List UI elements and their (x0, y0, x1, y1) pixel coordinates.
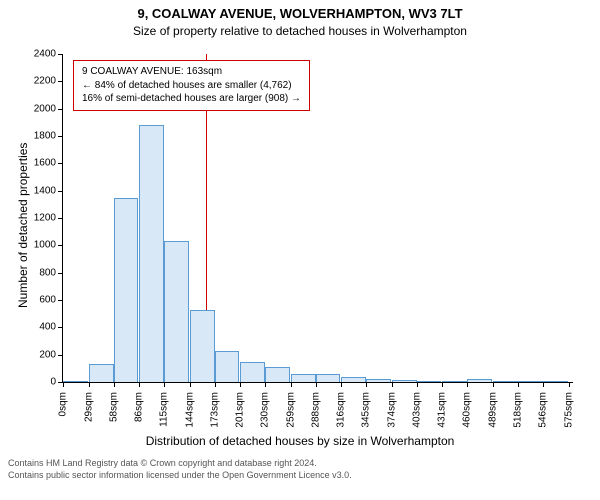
y-tick-label: 1200 (34, 213, 63, 224)
x-tick (190, 382, 191, 387)
y-axis-label: Number of detached properties (16, 143, 30, 308)
histogram-bar (543, 381, 568, 382)
x-tick (366, 382, 367, 387)
x-tick-label: 0sqm (58, 388, 69, 416)
x-tick-label: 144sqm (184, 388, 195, 428)
footer: Contains HM Land Registry data © Crown c… (0, 458, 600, 481)
annotation-line-1: 9 COALWAY AVENUE: 163sqm (82, 65, 301, 79)
y-tick-label: 400 (39, 322, 63, 333)
histogram-bar (392, 380, 417, 382)
x-tick (392, 382, 393, 387)
x-tick (569, 382, 570, 387)
x-tick-label: 115sqm (159, 388, 170, 427)
histogram-bar (366, 379, 391, 382)
x-tick-label: 288sqm (311, 388, 322, 428)
x-tick (493, 382, 494, 387)
x-tick (63, 382, 64, 387)
footer-line-2: Contains public sector information licen… (8, 470, 600, 482)
histogram-bar (63, 381, 88, 382)
x-tick (114, 382, 115, 387)
plot-area: 9 COALWAY AVENUE: 163sqm ← 84% of detach… (62, 54, 573, 383)
x-axis-label: Distribution of detached houses by size … (0, 434, 600, 448)
x-tick-label: 345sqm (361, 388, 372, 428)
x-tick (139, 382, 140, 387)
x-tick (518, 382, 519, 387)
x-tick-label: 546sqm (538, 388, 549, 428)
y-tick-label: 1400 (34, 185, 63, 196)
x-tick-label: 201sqm (234, 388, 245, 428)
histogram-bar (467, 379, 492, 382)
x-tick-label: 374sqm (386, 388, 397, 428)
y-tick-label: 1000 (34, 240, 63, 251)
histogram-bar (265, 367, 290, 382)
x-tick-label: 431sqm (436, 388, 447, 428)
histogram-bar (518, 381, 542, 382)
histogram-bar (89, 364, 114, 382)
histogram-bar (215, 351, 239, 382)
x-tick (442, 382, 443, 387)
x-tick (291, 382, 292, 387)
histogram-bar (114, 198, 138, 383)
x-tick-label: 403sqm (412, 388, 423, 428)
x-tick (341, 382, 342, 387)
y-tick-label: 2400 (34, 49, 63, 60)
x-tick-label: 86sqm (133, 388, 144, 422)
chart-page: 9, COALWAY AVENUE, WOLVERHAMPTON, WV3 7L… (0, 0, 600, 500)
x-tick (164, 382, 165, 387)
x-tick (215, 382, 216, 387)
x-tick-label: 173sqm (210, 388, 221, 428)
x-tick-label: 489sqm (487, 388, 498, 428)
y-tick-label: 800 (39, 267, 63, 278)
x-tick-label: 29sqm (83, 388, 94, 422)
histogram-bar (341, 377, 366, 382)
x-tick (265, 382, 266, 387)
footer-line-1: Contains HM Land Registry data © Crown c… (8, 458, 600, 470)
histogram-bar (493, 381, 518, 382)
histogram-bar (316, 374, 340, 382)
y-tick-label: 0 (50, 377, 63, 388)
x-tick (316, 382, 317, 387)
x-tick (467, 382, 468, 387)
histogram-bar (291, 374, 316, 382)
x-tick-label: 259sqm (285, 388, 296, 428)
x-tick-label: 518sqm (513, 388, 524, 428)
x-tick (417, 382, 418, 387)
histogram-bar (417, 381, 441, 382)
histogram-bar (442, 381, 467, 382)
y-tick-label: 2200 (34, 76, 63, 87)
histogram-bar (139, 125, 164, 382)
chart-subtitle: Size of property relative to detached ho… (0, 24, 600, 38)
annotation-line-2: ← 84% of detached houses are smaller (4,… (82, 79, 301, 93)
annotation-line-3: 16% of semi-detached houses are larger (… (82, 92, 301, 106)
y-tick-label: 1600 (34, 158, 63, 169)
chart-title: 9, COALWAY AVENUE, WOLVERHAMPTON, WV3 7L… (0, 6, 600, 21)
y-tick-label: 1800 (34, 131, 63, 142)
x-tick-label: 575sqm (563, 388, 574, 428)
histogram-bar (240, 362, 265, 383)
x-tick-label: 230sqm (260, 388, 271, 428)
histogram-bar (164, 241, 189, 382)
x-tick (543, 382, 544, 387)
x-tick-label: 460sqm (462, 388, 473, 428)
annotation-box: 9 COALWAY AVENUE: 163sqm ← 84% of detach… (73, 60, 310, 111)
x-tick-label: 58sqm (109, 388, 120, 422)
y-tick-label: 600 (39, 295, 63, 306)
x-tick (240, 382, 241, 387)
x-tick-label: 316sqm (335, 388, 346, 428)
x-tick (89, 382, 90, 387)
y-tick-label: 2000 (34, 103, 63, 114)
y-tick-label: 200 (39, 349, 63, 360)
histogram-bar (190, 310, 215, 382)
